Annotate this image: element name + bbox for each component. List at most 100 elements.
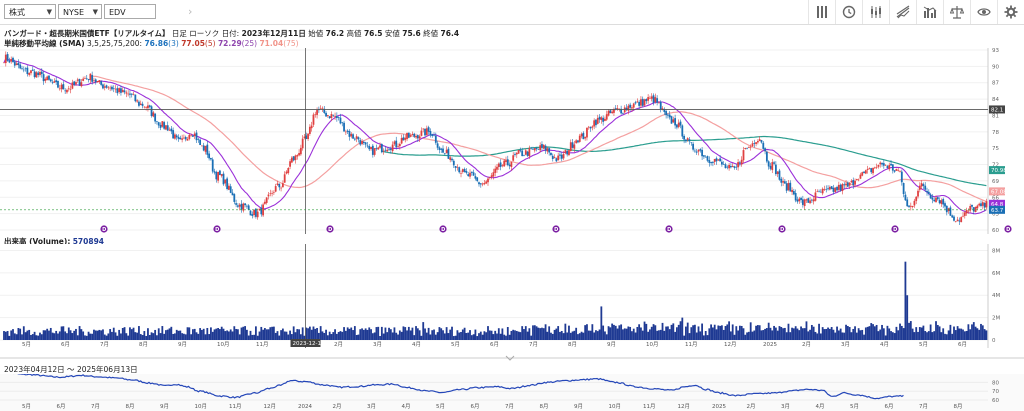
volume-bar (900, 325, 903, 340)
candle-body (505, 160, 507, 162)
compare-bars-icon[interactable] (916, 0, 943, 24)
crosshair-price-label: 82.1 (991, 107, 1003, 113)
volume-bar (663, 330, 666, 340)
candle-body (924, 185, 927, 190)
candle-body (407, 132, 410, 138)
candle-body (906, 199, 909, 207)
crosshair-date-tag (290, 339, 321, 347)
symbol-input[interactable]: EDV (104, 4, 156, 19)
gear-icon[interactable] (997, 0, 1024, 24)
volume-bar (240, 327, 243, 340)
candle-body (528, 148, 531, 157)
candle-body (350, 133, 353, 137)
volume-bar (172, 333, 175, 340)
volume-bar (377, 326, 380, 340)
candle-body (918, 185, 921, 190)
candle-body (911, 205, 914, 207)
candle-body (821, 188, 824, 194)
candle-body (465, 171, 468, 173)
clock-icon[interactable] (835, 0, 862, 24)
dividend-marker-label: D (441, 227, 445, 233)
volume-bar (980, 323, 982, 340)
volume-bar (537, 327, 540, 340)
sma75-line (90, 75, 987, 202)
volume-bar (181, 333, 184, 340)
candle-body (35, 72, 38, 78)
volume-bar (19, 328, 22, 340)
navigator-chart[interactable]: 80 70 60 5月 6月 7月 8月 9月 10月 11月 12月 2024 2月 3月 4月 5月 6月 7… (0, 374, 1024, 411)
volume-bar (805, 321, 808, 340)
trend-line-icon[interactable] (889, 0, 916, 24)
candle-body (566, 150, 569, 155)
volume-bar (816, 333, 819, 340)
chevron-down-icon (505, 355, 515, 361)
volume-bar (917, 331, 919, 340)
dividend-marker (1004, 225, 1012, 233)
volume-bar (242, 326, 245, 340)
candle-body (254, 208, 257, 217)
candle-body (289, 161, 291, 167)
volume-bar (228, 331, 230, 340)
navigator-x-label: 5月 (22, 403, 31, 410)
volume-bar (798, 330, 801, 340)
volume-bar (541, 327, 543, 340)
candle-body (620, 108, 623, 114)
chevron-right-icon[interactable]: › (188, 5, 193, 18)
volume-bar (706, 335, 709, 340)
volume-chart[interactable]: 8M6M4M2M05月6月7月8月9月10月11月20242月3月4月5月6月7… (0, 244, 1024, 348)
volume-bar (159, 333, 162, 340)
candle-body (208, 153, 211, 159)
candle-body (199, 139, 202, 146)
volume-bar (165, 330, 167, 340)
volume-bar (735, 326, 738, 340)
volume-x-label: 8月 (139, 341, 148, 348)
balance-icon[interactable] (943, 0, 970, 24)
candle-body (640, 99, 642, 106)
candle-body (368, 146, 371, 150)
volume-bar (598, 329, 601, 340)
volume-bar (24, 332, 27, 340)
volume-bar (676, 327, 678, 340)
candle-body (569, 142, 572, 152)
candle-body (224, 179, 227, 184)
candle-body (801, 199, 804, 205)
candle-body (57, 80, 59, 88)
volume-bar (746, 332, 748, 340)
candle-body (184, 136, 187, 140)
volume-bar (145, 335, 148, 340)
security-type-select[interactable]: 株式 ▼ (4, 4, 56, 19)
candle-body (751, 143, 754, 147)
range-label: 2023年04月12日 ～ 2025年06月13日 (4, 365, 138, 374)
candle-body (175, 135, 178, 138)
volume-bar (94, 330, 97, 340)
volume-bar (210, 327, 212, 340)
panel-divider[interactable] (0, 352, 1024, 364)
bars-icon[interactable] (808, 0, 835, 24)
candle-body (755, 142, 757, 144)
candle-body (575, 140, 578, 144)
volume-bar (434, 334, 437, 340)
price-axis-tick: 75 (992, 146, 999, 152)
candle-body (703, 155, 705, 157)
volume-bar (321, 331, 324, 340)
exchange-select[interactable]: NYSE ▼ (58, 4, 102, 19)
candle-body (442, 148, 444, 153)
volume-x-label: 9月 (607, 341, 616, 348)
candle-body (179, 137, 182, 140)
volume-bar (260, 326, 263, 340)
volume-bar (963, 331, 966, 340)
candle-body (290, 157, 293, 163)
sma3-value: 76.86 (144, 39, 169, 48)
candle-body (519, 150, 522, 152)
volume-bar (731, 324, 734, 340)
candle-body (677, 122, 680, 128)
volume-bar (659, 329, 662, 340)
candle-body (84, 78, 86, 79)
eye-icon[interactable] (970, 0, 997, 24)
volume-bar (69, 330, 72, 340)
volume-bar (177, 330, 180, 340)
candlestick-icon[interactable] (862, 0, 889, 24)
candle-body (478, 182, 480, 185)
price-chart[interactable]: 93 90 87 84 81 78 75 72 69 66 63 60 82.1 70.98 67.08 64… (0, 48, 1024, 234)
candle-body (395, 140, 398, 148)
